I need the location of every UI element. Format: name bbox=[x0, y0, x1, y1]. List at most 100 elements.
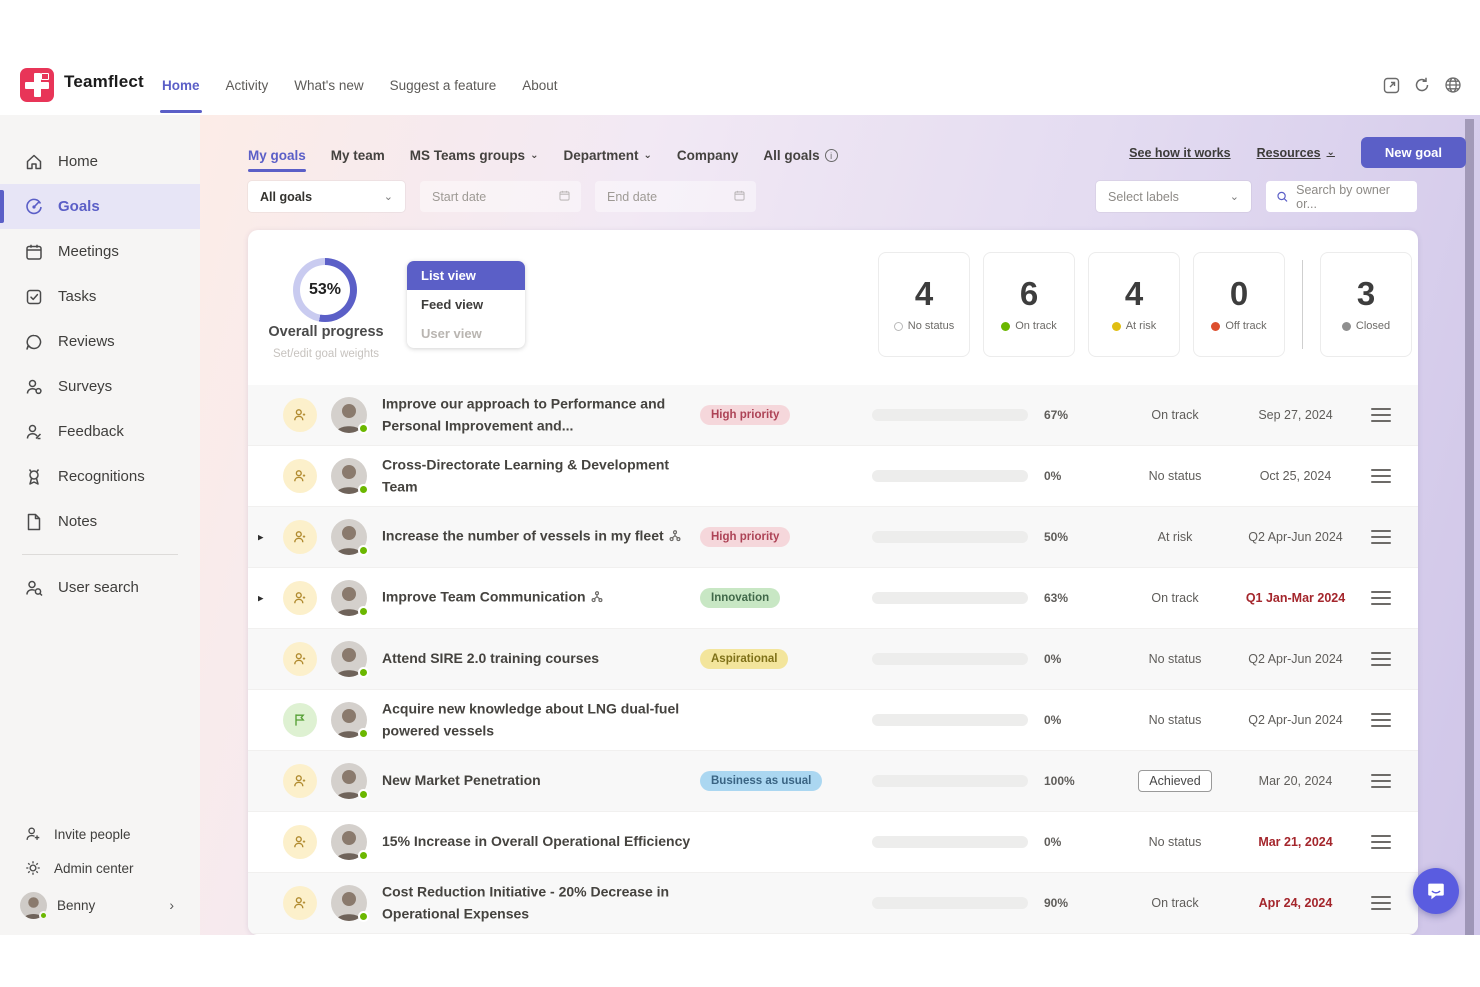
sidebar: Home Goals Meetings Tasks Reviews Survey… bbox=[0, 115, 200, 935]
goal-filter-select[interactable]: All goals ⌄ bbox=[248, 181, 405, 212]
status-card-closed[interactable]: 3 Closed bbox=[1320, 252, 1412, 357]
calendar-icon bbox=[733, 189, 746, 205]
sidebar-item-goals[interactable]: Goals bbox=[0, 184, 200, 229]
goal-row[interactable]: ▸ New Market Penetration Business as usu… bbox=[248, 751, 1418, 812]
user-menu[interactable]: Benny › bbox=[0, 885, 200, 925]
owner-search-input[interactable]: Search by owner or... bbox=[1266, 181, 1417, 212]
filters: All goals ⌄ Start date End date Select la… bbox=[248, 181, 1468, 213]
gear-icon bbox=[26, 861, 40, 875]
tab-company[interactable]: Company bbox=[676, 147, 739, 163]
refresh-icon[interactable] bbox=[1413, 76, 1431, 94]
goal-type-icon bbox=[283, 520, 317, 554]
row-menu-icon[interactable] bbox=[1371, 835, 1391, 849]
tab-department[interactable]: Department ⌄ bbox=[563, 147, 652, 163]
topnav-suggest-feature[interactable]: Suggest a feature bbox=[389, 77, 497, 93]
presence-dot bbox=[358, 789, 369, 800]
row-menu-icon[interactable] bbox=[1371, 408, 1391, 422]
goal-title: Attend SIRE 2.0 training courses bbox=[382, 650, 600, 667]
user-avatar bbox=[20, 891, 48, 920]
row-menu-icon[interactable] bbox=[1371, 713, 1391, 727]
goal-row[interactable]: ▸ Cross-Directorate Learning & Developme… bbox=[248, 446, 1418, 507]
progress-percent: 0% bbox=[1044, 469, 1062, 483]
expand-arrow-icon[interactable]: ▸ bbox=[258, 531, 264, 544]
sidebar-item-feedback[interactable]: Feedback bbox=[0, 409, 200, 454]
sidebar-item-tasks[interactable]: Tasks bbox=[0, 274, 200, 319]
progress-bar bbox=[872, 531, 1028, 543]
new-goal-button[interactable]: New goal bbox=[1360, 137, 1466, 168]
sidebar-item-reviews[interactable]: Reviews bbox=[0, 319, 200, 364]
goal-row[interactable]: ▸ Increase the number of vessels in my f… bbox=[248, 507, 1418, 568]
sidebar-item-meetings[interactable]: Meetings bbox=[0, 229, 200, 274]
on-track-dot-icon bbox=[1001, 321, 1011, 331]
topnav-home[interactable]: Home bbox=[160, 55, 202, 115]
topnav-about[interactable]: About bbox=[522, 77, 558, 93]
feed-view-button[interactable]: Feed view bbox=[421, 297, 484, 312]
status-card-on-track[interactable]: 6 On track bbox=[983, 252, 1075, 357]
popout-icon[interactable] bbox=[1383, 77, 1400, 94]
tab-all-goals[interactable]: All goals i bbox=[763, 148, 838, 163]
goal-row[interactable]: ▸ Acquire new knowledge about LNG dual-f… bbox=[248, 690, 1418, 751]
topnav-activity[interactable]: Activity bbox=[225, 77, 269, 93]
sidebar-item-recognitions[interactable]: Recognitions bbox=[0, 454, 200, 499]
person-add-icon bbox=[26, 827, 40, 840]
goal-due-date: Q2 Apr-Jun 2024 bbox=[1248, 530, 1343, 544]
globe-icon[interactable] bbox=[1444, 76, 1462, 94]
progress-bar bbox=[872, 409, 1028, 421]
chevron-down-icon: ⌄ bbox=[1326, 147, 1335, 158]
presence-dot bbox=[358, 484, 369, 495]
sidebar-item-home[interactable]: Home bbox=[0, 139, 200, 184]
tab-my-goals[interactable]: My goals bbox=[248, 147, 306, 172]
priority-badge: High priority bbox=[700, 527, 791, 547]
home-icon bbox=[26, 154, 42, 169]
row-menu-icon[interactable] bbox=[1371, 652, 1391, 666]
sidebar-item-notes[interactable]: Notes bbox=[0, 499, 200, 544]
goal-type-icon bbox=[283, 581, 317, 615]
progress-bar bbox=[872, 592, 1028, 604]
row-menu-icon[interactable] bbox=[1371, 591, 1391, 605]
labels-select[interactable]: Select labels ⌄ bbox=[1096, 181, 1251, 212]
status-summary: 4 No status 6 On track 4 At risk 0 Off t… bbox=[878, 252, 1412, 357]
user-view-button[interactable]: User view bbox=[421, 326, 482, 341]
tab-my-team[interactable]: My team bbox=[330, 147, 385, 163]
start-date-input[interactable]: Start date bbox=[420, 181, 581, 212]
user-search-icon bbox=[26, 580, 43, 596]
goal-row[interactable]: ▸ Improve our approach to Performance an… bbox=[248, 385, 1418, 446]
goal-row[interactable]: ▸ Attend SIRE 2.0 training courses Aspir… bbox=[248, 629, 1418, 690]
status-card-off-track[interactable]: 0 Off track bbox=[1193, 252, 1285, 357]
chevron-down-icon: ⌄ bbox=[530, 149, 539, 161]
status-card-at-risk[interactable]: 4 At risk bbox=[1088, 252, 1180, 357]
goals-main: My goals My team MS Teams groups ⌄ Depart… bbox=[200, 115, 1480, 935]
goal-type-icon bbox=[283, 703, 317, 737]
admin-center-button[interactable]: Admin center bbox=[0, 851, 200, 885]
sidebar-item-user-search[interactable]: User search bbox=[0, 565, 200, 610]
overall-progress-percent: 53% bbox=[308, 281, 342, 298]
chat-widget-button[interactable] bbox=[1413, 868, 1459, 914]
status-card-no-status[interactable]: 4 No status bbox=[878, 252, 970, 357]
goal-status: On track bbox=[1151, 591, 1199, 605]
list-view-button[interactable]: List view bbox=[407, 261, 525, 290]
see-how-it-works-link[interactable]: See how it works bbox=[1129, 145, 1231, 160]
topnav-whats-new[interactable]: What's new bbox=[294, 77, 364, 93]
goal-status: On track bbox=[1151, 896, 1199, 910]
goal-status: On track bbox=[1151, 408, 1199, 422]
row-menu-icon[interactable] bbox=[1371, 774, 1391, 788]
sidebar-item-surveys[interactable]: Surveys bbox=[0, 364, 200, 409]
calendar-icon bbox=[558, 189, 571, 205]
goal-row[interactable]: ▸ 15% Increase in Overall Operational Ef… bbox=[248, 812, 1418, 873]
row-menu-icon[interactable] bbox=[1371, 896, 1391, 910]
row-menu-icon[interactable] bbox=[1371, 530, 1391, 544]
tab-ms-teams-groups[interactable]: MS Teams groups ⌄ bbox=[409, 147, 539, 163]
expand-arrow-icon[interactable]: ▸ bbox=[258, 592, 264, 605]
goal-weights-link[interactable]: Set/edit goal weights bbox=[272, 348, 380, 360]
goal-due-date: Oct 25, 2024 bbox=[1259, 469, 1332, 483]
presence-dot bbox=[358, 423, 369, 434]
goal-due-date: Mar 20, 2024 bbox=[1258, 774, 1333, 788]
end-date-input[interactable]: End date bbox=[595, 181, 756, 212]
brand-title: Teamflect bbox=[64, 72, 144, 91]
resources-link[interactable]: Resources ⌄ bbox=[1256, 145, 1335, 160]
row-menu-icon[interactable] bbox=[1371, 469, 1391, 483]
goal-row[interactable]: ▸ Cost Reduction Initiative - 20% Decrea… bbox=[248, 873, 1418, 934]
priority-badge: Business as usual bbox=[700, 771, 823, 791]
invite-people-button[interactable]: Invite people bbox=[0, 817, 200, 851]
goal-row[interactable]: ▸ Improve Team Communication Innovation … bbox=[248, 568, 1418, 629]
